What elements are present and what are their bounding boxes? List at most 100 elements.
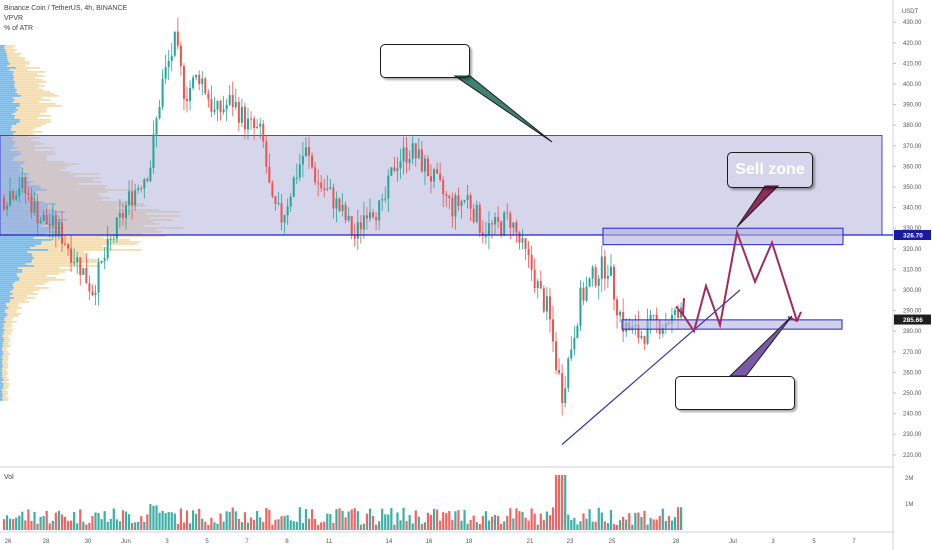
volume-bar (497, 515, 500, 530)
candle-body (609, 266, 612, 276)
vpvr-bar-down (16, 107, 48, 109)
last-price-tag (894, 314, 931, 325)
candle-body (369, 212, 371, 219)
vpvr-bar-up (0, 273, 17, 275)
value-area-callout[interactable]: Value area (380, 44, 470, 78)
vpvr-bar-up (0, 393, 3, 395)
candle-body (393, 167, 396, 171)
volume-bar (347, 511, 350, 530)
vpvr-bar-up (0, 345, 4, 347)
candle-body (674, 310, 676, 315)
candle-body (390, 167, 393, 176)
vpvr-bar-up (0, 369, 2, 371)
candle-body (646, 320, 649, 344)
vpvr-bar-down (13, 71, 46, 73)
volume-bar (350, 509, 353, 530)
candle-body (295, 177, 298, 179)
vpvr-bar-up (0, 385, 4, 387)
potential-goal-callout[interactable]: Potential goal (675, 376, 795, 410)
candle-body (542, 288, 545, 312)
price-tick-label: 410.00 (903, 61, 922, 67)
vpvr-bar-up (0, 63, 10, 65)
candle-body (27, 193, 30, 195)
candle-body (51, 215, 54, 227)
candle-body (643, 336, 646, 344)
volume-bar (103, 511, 106, 530)
vpvr-bar-down (2, 347, 8, 349)
volume-bar (304, 509, 308, 530)
vpvr-bar-down (15, 87, 39, 89)
candle-body (146, 179, 149, 182)
vpvr-bar-up (0, 363, 3, 365)
candle-body (509, 213, 512, 228)
candle-body (256, 126, 259, 129)
volume-bar (112, 508, 115, 530)
volume-bar (341, 510, 344, 530)
candle-body (533, 269, 536, 289)
vpvr-bar-up (0, 103, 20, 105)
vpvr-bar-down (41, 241, 140, 243)
volume-bar (405, 521, 408, 530)
volume-bar (259, 517, 262, 530)
vpvr-bar-up (0, 101, 13, 103)
candle-body (161, 78, 164, 108)
candle-body (573, 337, 576, 350)
candle-body (18, 188, 21, 196)
volume-bar (365, 513, 369, 530)
volume-bar (490, 516, 494, 530)
volume-bar (606, 523, 609, 530)
candle-body (530, 254, 533, 270)
indicator-vpvr[interactable]: VPVR (4, 15, 24, 22)
volume-bar (558, 475, 561, 530)
vpvr-bar-down (3, 341, 9, 343)
candle-body (280, 203, 283, 223)
vpvr-bar-up (0, 341, 4, 343)
candle-body (512, 222, 515, 228)
volume-bar (500, 524, 503, 530)
price-tick-label: 430.00 (903, 20, 922, 26)
indicator-atr[interactable]: % of ATR (4, 25, 34, 32)
candle-body (323, 188, 326, 190)
volume-bar (314, 519, 317, 530)
vpvr-bar-down (13, 287, 50, 289)
volume-bar (146, 514, 149, 530)
volume-bar (439, 520, 442, 530)
candle-body (186, 98, 188, 101)
candle-body (308, 147, 310, 156)
volume-bar (137, 522, 140, 530)
candle-body (524, 238, 527, 249)
candle-body (76, 257, 79, 263)
vpvr-bar-down (13, 75, 45, 77)
vpvr-bar-up (0, 333, 4, 335)
vpvr-bar-up (0, 77, 14, 79)
sell-zone-callout[interactable]: Sell zone (727, 152, 813, 188)
vpvr-bar-up (0, 357, 3, 359)
volume-bar (249, 517, 253, 530)
price-tick-label: 350.00 (903, 185, 922, 191)
price-tick-label: 280.00 (903, 329, 922, 335)
candle-body (97, 262, 100, 293)
candle-body (182, 66, 185, 99)
vpvr-bar-up (0, 247, 31, 249)
time-tick-label: 8 (285, 539, 289, 545)
candle-body (143, 179, 146, 189)
price-axis-bg (894, 0, 932, 550)
candle-body (320, 182, 323, 189)
vpvr-bar-up (0, 351, 3, 353)
volume-bar (414, 510, 417, 530)
volume-bar (155, 505, 158, 530)
candle-body (545, 296, 548, 312)
candle-body (286, 206, 289, 216)
vpvr-bar-down (1, 375, 6, 377)
candle-body (234, 101, 237, 108)
candle-body (405, 147, 408, 163)
volume-bar (18, 515, 21, 530)
vpvr-bar-up (0, 45, 6, 47)
volume-bar (33, 511, 36, 530)
vpvr-bar-down (2, 393, 9, 395)
vpvr-bar-down (13, 285, 36, 287)
vpvr-bar-up (0, 305, 7, 307)
candle-body (426, 158, 429, 177)
volume-bar (353, 508, 356, 530)
